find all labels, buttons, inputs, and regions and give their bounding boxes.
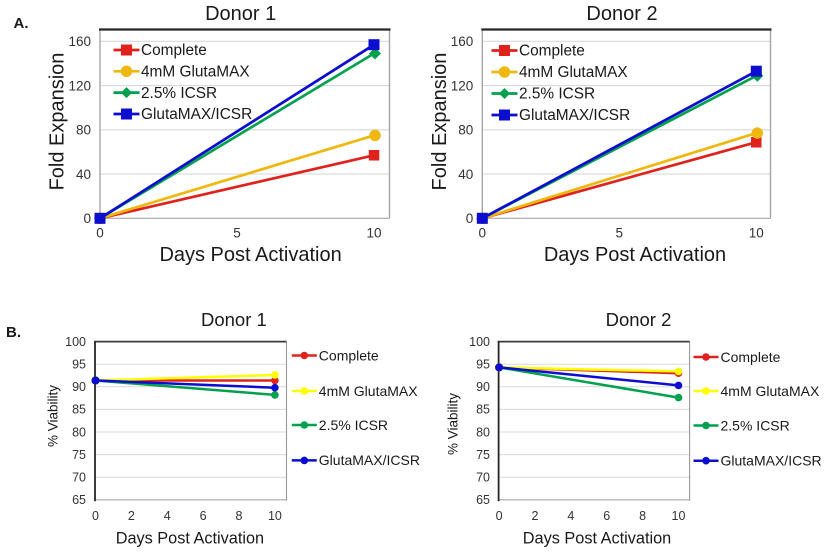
svg-text:Complete: Complete	[319, 347, 379, 363]
svg-text:Days Post Activation: Days Post Activation	[159, 244, 341, 266]
svg-text:0: 0	[466, 211, 474, 226]
svg-text:6: 6	[200, 509, 207, 523]
svg-text:4mM GlutaMAX: 4mM GlutaMAX	[519, 64, 628, 81]
svg-text:90: 90	[476, 380, 490, 394]
svg-text:0: 0	[496, 509, 503, 523]
svg-text:Days Post Activation: Days Post Activation	[523, 529, 671, 547]
svg-text:0: 0	[479, 226, 487, 241]
svg-text:0: 0	[92, 509, 99, 523]
svg-text:Complete: Complete	[519, 43, 585, 60]
svg-text:GlutaMAX/ICSR: GlutaMAX/ICSR	[319, 452, 420, 468]
svg-text:8: 8	[639, 509, 646, 523]
svg-text:Donor 1: Donor 1	[201, 309, 267, 330]
svg-text:Fold Expansion: Fold Expansion	[429, 53, 451, 191]
svg-text:160: 160	[451, 34, 474, 49]
svg-text:10: 10	[366, 226, 381, 241]
svg-text:10: 10	[749, 226, 764, 241]
svg-text:2: 2	[532, 509, 539, 523]
svg-text:80: 80	[458, 123, 473, 138]
svg-text:65: 65	[72, 493, 86, 507]
svg-text:Donor 1: Donor 1	[205, 3, 276, 25]
svg-text:Complete: Complete	[721, 349, 781, 365]
svg-text:85: 85	[476, 403, 490, 417]
svg-text:0: 0	[96, 226, 104, 241]
svg-text:4mM GlutaMAX: 4mM GlutaMAX	[721, 383, 820, 399]
svg-text:2.5% ICSR: 2.5% ICSR	[319, 417, 388, 433]
svg-text:40: 40	[76, 167, 91, 182]
svg-text:B.: B.	[6, 324, 21, 341]
svg-text:4mM GlutaMAX: 4mM GlutaMAX	[319, 383, 418, 399]
svg-text:120: 120	[451, 78, 474, 93]
svg-text:GlutaMAX/ICSR: GlutaMAX/ICSR	[141, 106, 252, 123]
svg-text:% Viability: % Viability	[46, 385, 61, 447]
svg-text:100: 100	[469, 335, 490, 349]
svg-text:70: 70	[72, 471, 86, 485]
svg-text:2.5% ICSR: 2.5% ICSR	[141, 85, 217, 102]
svg-text:2: 2	[128, 509, 135, 523]
svg-text:75: 75	[476, 448, 490, 462]
svg-text:95: 95	[476, 358, 490, 372]
svg-text:120: 120	[68, 78, 91, 93]
svg-text:10: 10	[672, 509, 686, 523]
svg-text:40: 40	[458, 167, 473, 182]
svg-text:Days Post Activation: Days Post Activation	[116, 529, 264, 547]
svg-text:75: 75	[72, 448, 86, 462]
svg-text:10: 10	[268, 509, 282, 523]
svg-text:2.5% ICSR: 2.5% ICSR	[519, 86, 595, 103]
svg-text:Donor 2: Donor 2	[586, 3, 657, 25]
svg-text:Complete: Complete	[141, 42, 207, 59]
svg-text:A.: A.	[14, 15, 29, 32]
svg-text:8: 8	[236, 509, 243, 523]
svg-text:GlutaMAX/ICSR: GlutaMAX/ICSR	[519, 107, 630, 124]
svg-text:4: 4	[567, 509, 574, 523]
svg-text:160: 160	[68, 34, 91, 49]
svg-text:Donor 2: Donor 2	[606, 309, 672, 330]
svg-text:Days Post Activation: Days Post Activation	[544, 244, 726, 266]
svg-text:95: 95	[72, 358, 86, 372]
svg-text:4mM GlutaMAX: 4mM GlutaMAX	[141, 64, 250, 81]
svg-text:GlutaMAX/ICSR: GlutaMAX/ICSR	[721, 453, 822, 469]
svg-text:5: 5	[233, 226, 241, 241]
svg-text:2.5% ICSR: 2.5% ICSR	[721, 417, 790, 433]
svg-text:70: 70	[476, 471, 490, 485]
svg-text:65: 65	[476, 493, 490, 507]
svg-text:5: 5	[616, 226, 624, 241]
svg-text:% Viability: % Viability	[446, 393, 461, 455]
svg-text:6: 6	[603, 509, 610, 523]
svg-text:80: 80	[72, 425, 86, 439]
svg-text:100: 100	[65, 335, 86, 349]
svg-text:4: 4	[164, 509, 171, 523]
svg-text:90: 90	[72, 380, 86, 394]
svg-text:Fold Expansion: Fold Expansion	[47, 53, 69, 191]
svg-text:80: 80	[76, 123, 91, 138]
svg-text:0: 0	[83, 211, 91, 226]
svg-text:85: 85	[72, 403, 86, 417]
svg-text:80: 80	[476, 425, 490, 439]
